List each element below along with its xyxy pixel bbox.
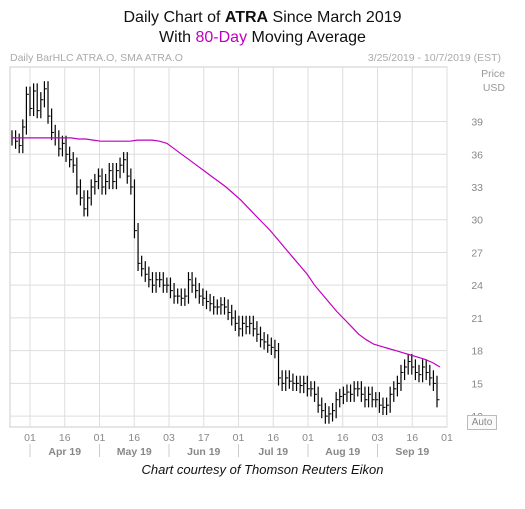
chart-header-left: Daily BarHLC ATRA.O, SMA ATRA.O (10, 52, 183, 64)
y-axis-title-usd: USD (482, 82, 505, 94)
y-tick-label: 27 (471, 247, 483, 259)
chart-header-right: 3/25/2019 - 10/7/2019 (EST) (367, 52, 501, 64)
y-tick-label: 18 (471, 346, 483, 358)
x-month-label: Jun 19 (187, 446, 220, 458)
x-month-label: Apr 19 (48, 446, 81, 458)
x-month-label: Jul 19 (258, 446, 288, 458)
sma-period-label: 80-Day (195, 29, 248, 46)
auto-scale-button[interactable]: Auto (467, 415, 497, 430)
y-tick-label: 39 (471, 117, 483, 129)
y-tick-label: 33 (471, 182, 483, 194)
x-tick-label: 03 (163, 432, 175, 444)
chart-credit: Chart courtesy of Thomson Reuters Eikon (141, 462, 384, 477)
x-month-label: May 19 (117, 446, 152, 458)
y-tick-label: 36 (471, 149, 483, 161)
chart-title-line-1: Daily Chart of ATRA Since March 2019 (123, 9, 402, 26)
plot-frame (9, 66, 448, 428)
x-month-label: Sep 19 (395, 446, 429, 458)
sma-line (12, 137, 441, 368)
x-tick-label: 01 (24, 432, 36, 444)
chart-title-line-2: With 80-Day Moving Average (159, 29, 366, 46)
x-tick-label: 01 (94, 432, 106, 444)
y-tick-label: 21 (471, 313, 483, 325)
y-tick-label: 15 (471, 378, 483, 390)
x-tick-label: 01 (233, 432, 245, 444)
x-tick-label: 17 (198, 432, 210, 444)
x-tick-label: 16 (406, 432, 418, 444)
ticker-label: ATRA (224, 9, 269, 26)
y-tick-label: 24 (471, 280, 483, 292)
x-tick-label: 16 (59, 432, 71, 444)
x-month-label: Aug 19 (325, 446, 360, 458)
x-tick-label: 16 (267, 432, 279, 444)
y-axis-title-price: Price (481, 68, 505, 80)
x-tick-label: 16 (128, 432, 140, 444)
x-tick-label: 01 (302, 432, 314, 444)
x-tick-label: 16 (337, 432, 349, 444)
x-tick-label: 03 (372, 432, 384, 444)
x-tick-label: 01 (441, 432, 453, 444)
y-tick-label: 30 (471, 215, 483, 227)
